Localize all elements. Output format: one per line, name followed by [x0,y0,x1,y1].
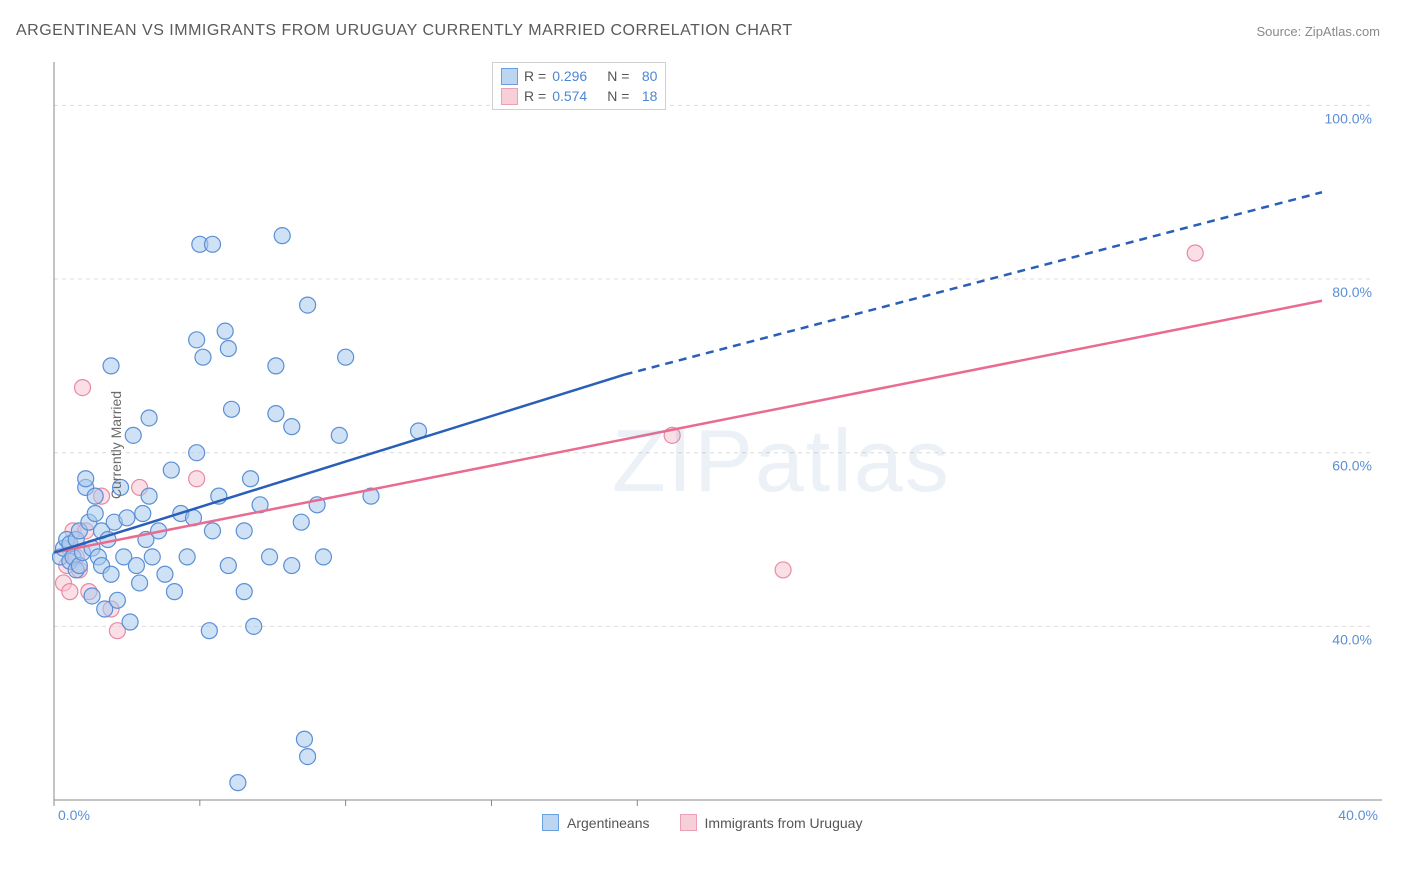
data-point [315,549,331,565]
series-legend-item: Argentineans [542,814,650,831]
data-point [179,549,195,565]
data-point [189,471,205,487]
data-point [125,427,141,443]
data-point [220,341,236,357]
data-point [75,380,91,396]
trendline-argentinean [54,375,625,553]
data-point [268,358,284,374]
legend-row: R = 0.574 N = 18 [501,86,657,106]
legend-swatch [501,68,518,85]
data-point [189,332,205,348]
data-point [166,584,182,600]
data-point [128,558,144,574]
data-point [331,427,347,443]
data-point [87,488,103,504]
data-point [87,505,103,521]
data-point [217,323,233,339]
legend-n-label: N = [607,86,629,106]
legend-swatch [501,88,518,105]
data-point [122,614,138,630]
trendline-uruguay [54,301,1322,553]
data-point [300,749,316,765]
x-tick-label-right: 40.0% [1338,807,1378,823]
data-point [84,588,100,604]
data-point [205,236,221,252]
legend-row: R = 0.296 N = 80 [501,66,657,86]
legend-n-value: 18 [635,86,657,106]
data-point [230,775,246,791]
data-point [1187,245,1203,261]
chart-plot-area: Currently Married ZIPatlas 40.0%60.0%80.… [52,60,1382,830]
legend-swatch [542,814,559,831]
legend-r-value: 0.574 [552,86,587,106]
data-point [205,523,221,539]
series-legend-item: Immigrants from Uruguay [680,814,863,831]
data-point [141,488,157,504]
y-tick-label: 80.0% [1332,284,1372,300]
data-point [338,349,354,365]
data-point [220,558,236,574]
data-point [78,471,94,487]
data-point [135,505,151,521]
data-point [195,349,211,365]
chart-title: ARGENTINEAN VS IMMIGRANTS FROM URUGUAY C… [16,22,793,40]
data-point [157,566,173,582]
y-axis-label: Currently Married [108,391,124,499]
data-point [268,406,284,422]
y-tick-label: 60.0% [1332,458,1372,474]
data-point [132,575,148,591]
data-point [109,592,125,608]
data-point [243,471,259,487]
data-point [224,401,240,417]
data-point [293,514,309,530]
data-point [201,623,217,639]
correlation-legend: R = 0.296 N = 80 R = 0.574 N = 18 [492,62,666,110]
series-legend-label: Immigrants from Uruguay [705,815,863,831]
data-point [236,523,252,539]
data-point [103,566,119,582]
legend-r-value: 0.296 [552,66,587,86]
y-tick-label: 100.0% [1325,110,1372,126]
legend-n-value: 80 [635,66,657,86]
series-legend-label: Argentineans [567,815,650,831]
source-attribution: Source: ZipAtlas.com [1256,24,1380,39]
data-point [62,584,78,600]
y-tick-label: 40.0% [1332,631,1372,647]
x-tick-label-left: 0.0% [58,807,90,823]
data-point [144,549,160,565]
legend-r-label: R = [524,66,546,86]
data-point [189,445,205,461]
data-point [284,419,300,435]
scatter-chart-svg: 40.0% 60.0% 80.0% 100.0% 0.0% 40.0% [52,60,1382,830]
data-point [119,510,135,526]
data-point [262,549,278,565]
data-point [296,731,312,747]
data-point [103,358,119,374]
data-point [236,584,252,600]
data-point [141,410,157,426]
legend-swatch [680,814,697,831]
data-point [284,558,300,574]
data-point [274,228,290,244]
legend-n-label: N = [607,66,629,86]
data-point [246,618,262,634]
series-legend: Argentineans Immigrants from Uruguay [542,814,862,831]
trendline-argentinean-extrapolated [625,192,1322,374]
data-point [163,462,179,478]
data-point [300,297,316,313]
legend-r-label: R = [524,86,546,106]
data-point [775,562,791,578]
